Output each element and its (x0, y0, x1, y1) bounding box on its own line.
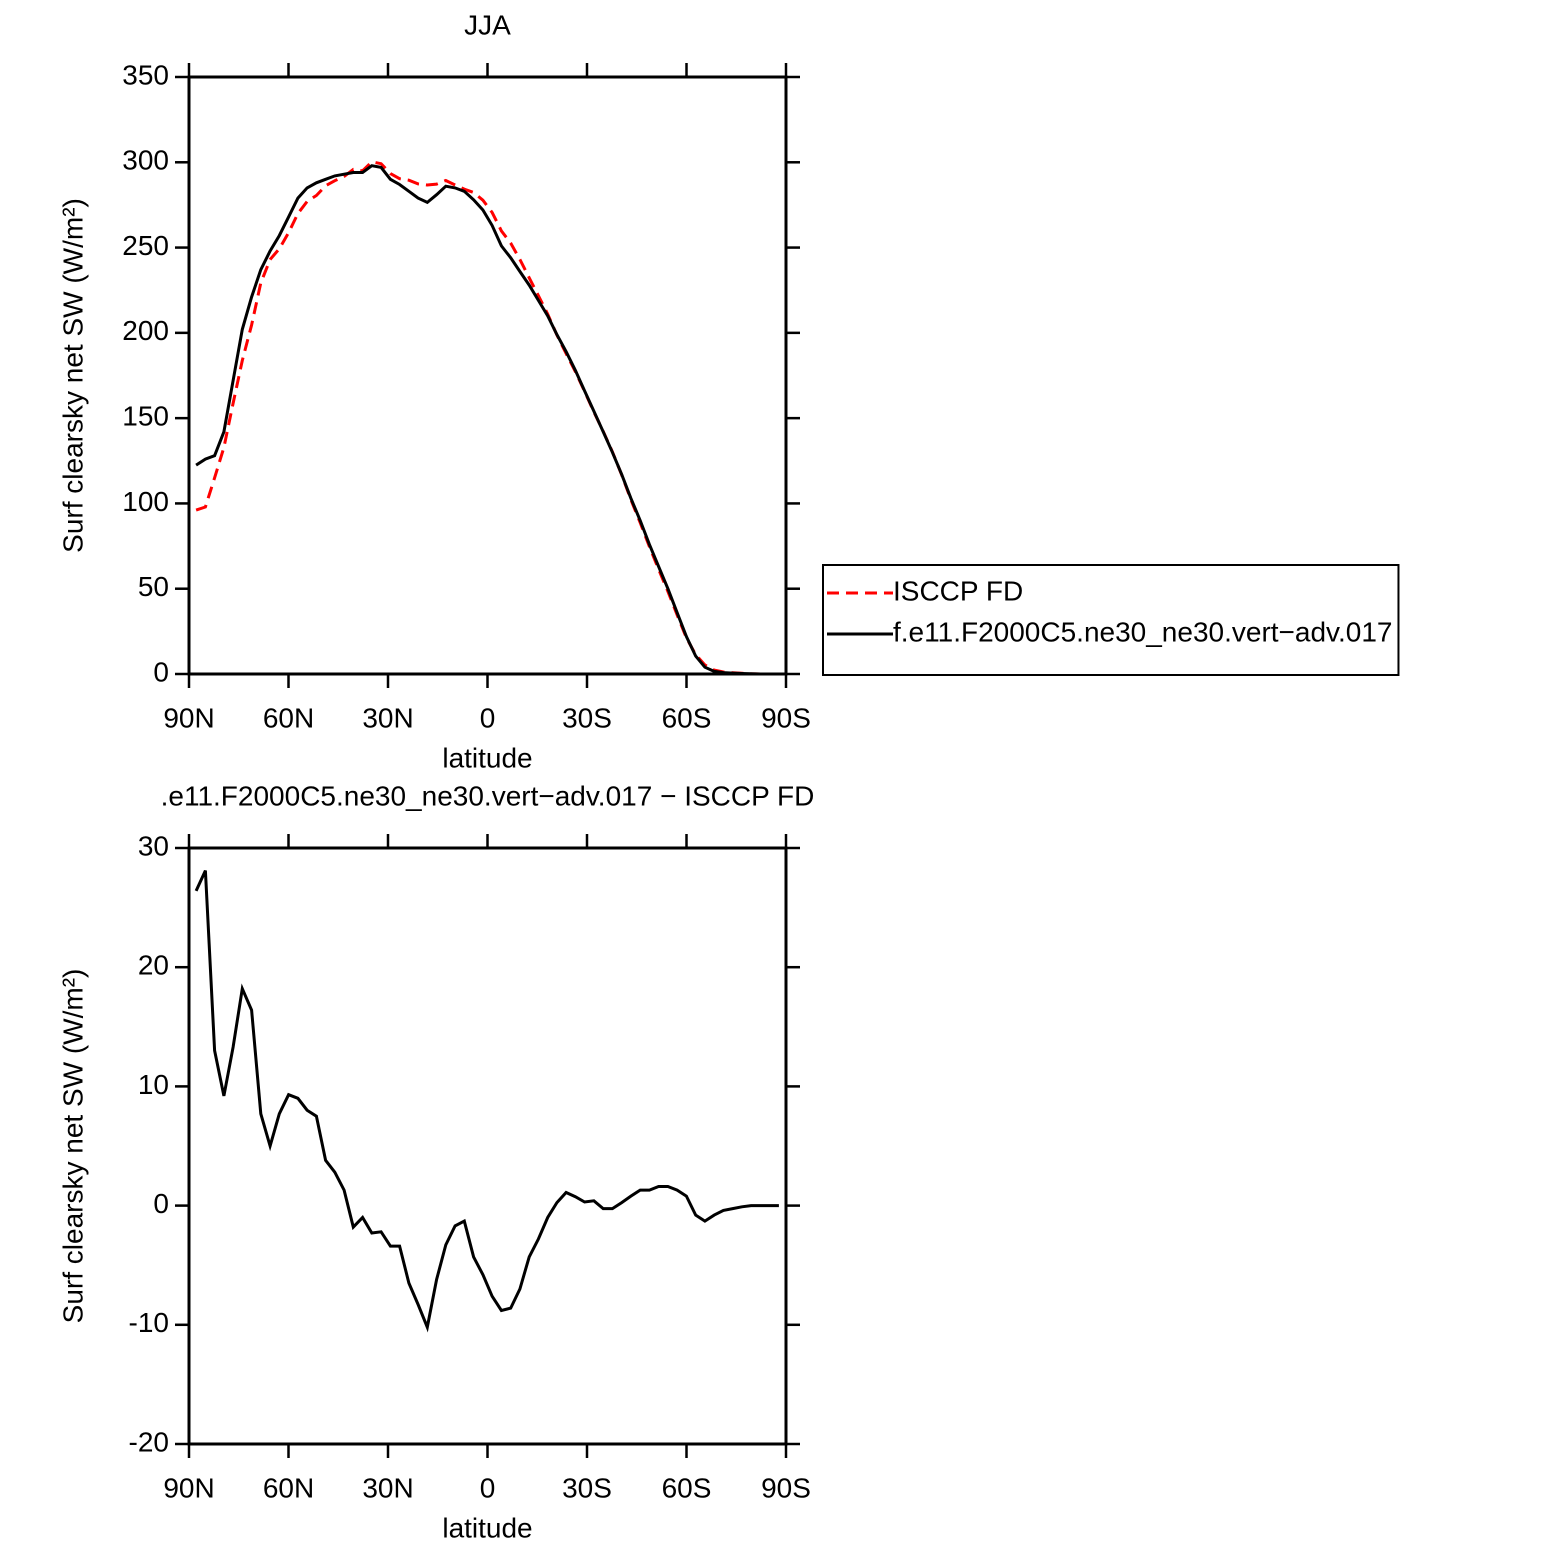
x-tick-label: 0 (480, 702, 496, 733)
y-tick-label: 0 (153, 1188, 169, 1219)
legend-label: ISCCP FD (893, 575, 1023, 606)
x-tick-label: 30S (562, 702, 612, 733)
x-tick-label: 90S (761, 702, 811, 733)
y-tick-label: 30 (138, 830, 169, 861)
y-axis-label: Surf clearsky net SW (W/m²) (57, 198, 88, 553)
data-line (195, 160, 779, 676)
y-tick-label: 350 (122, 59, 169, 90)
y-tick-label: -20 (129, 1426, 169, 1457)
x-axis-label: latitude (442, 1512, 532, 1543)
y-tick-label: 20 (138, 950, 169, 981)
y-tick-label: -10 (129, 1307, 169, 1338)
y-tick-label: 150 (122, 401, 169, 432)
x-tick-label: 0 (480, 1472, 496, 1503)
x-tick-label: 60S (662, 1472, 712, 1503)
data-line (195, 164, 779, 676)
x-tick-label: 30N (362, 1472, 413, 1503)
legend-box (822, 564, 1400, 676)
x-tick-label: 90N (163, 1472, 214, 1503)
y-tick-label: 10 (138, 1069, 169, 1100)
chart-title: .e11.F2000C5.ne30_ne30.vert−adv.017 − IS… (161, 780, 815, 811)
y-tick-label: 50 (138, 571, 169, 602)
plot-frame (187, 846, 788, 1446)
x-tick-label: 90N (163, 702, 214, 733)
plot-frame (187, 75, 788, 676)
x-tick-label: 60N (263, 702, 314, 733)
x-tick-label: 30N (362, 702, 413, 733)
legend-label: f.e11.F2000C5.ne30_ne30.vert−adv.017 (893, 616, 1392, 647)
y-tick-label: 200 (122, 315, 169, 346)
y-axis-label: Surf clearsky net SW (W/m²) (57, 969, 88, 1324)
y-tick-label: 300 (122, 145, 169, 176)
x-tick-label: 60N (263, 1472, 314, 1503)
y-tick-label: 0 (153, 656, 169, 687)
x-axis-label: latitude (442, 742, 532, 773)
chart-title: JJA (464, 9, 511, 40)
x-tick-label: 60S (662, 702, 712, 733)
y-tick-label: 250 (122, 230, 169, 261)
data-line (194, 869, 779, 1333)
y-tick-label: 100 (122, 486, 169, 517)
x-tick-label: 90S (761, 1472, 811, 1503)
x-tick-label: 30S (562, 1472, 612, 1503)
